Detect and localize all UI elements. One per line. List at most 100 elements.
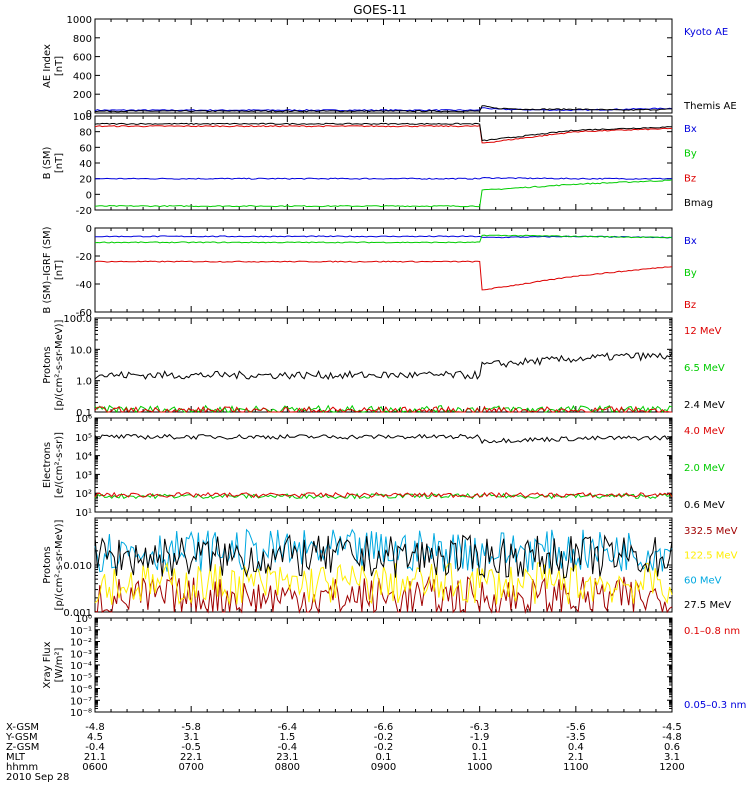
ephemeris-value: -6.6 [374, 722, 394, 733]
y-tick-label: 10⁶ [75, 414, 92, 425]
ephemeris-value: -0.4 [278, 742, 298, 753]
ephemeris-value: 0900 [371, 762, 396, 773]
series-line-bmag [94, 122, 673, 142]
panel-5: 10¹ 10² 10³ 10⁴ 10⁵ 10⁶ Electrons[e/(cm²-s-sr)… [42, 414, 725, 519]
ephemeris-value: 0600 [82, 762, 107, 773]
y-tick-label: -20 [76, 206, 92, 217]
ephemeris-value: 1.1 [472, 752, 488, 763]
y-tick-label: 10⁻⁶ [70, 685, 92, 696]
panel-frame [94, 18, 673, 114]
y-axis-label: B (SM)[nT] [42, 146, 65, 179]
series-line-27-5-mev [94, 576, 673, 614]
ephemeris-value: -4.8 [85, 722, 105, 733]
ephemeris-value: -4.8 [662, 732, 682, 743]
panel-3: -60 -40 -20 0 B (SM)–IGRF (SM)[nT] Bx By Bz [42, 224, 697, 319]
y-tick-label: 10.0 [70, 345, 92, 356]
series-line-bx [94, 176, 673, 180]
y-tick-label: 0.1 [76, 408, 92, 419]
y-tick-label: 10⁰ [75, 614, 92, 625]
y-tick-label: 100 [73, 112, 92, 123]
ephemeris-row-name: X-GSM [6, 722, 39, 733]
legend-label: Kyoto AE [684, 27, 728, 38]
legend-label: Bx [684, 236, 697, 247]
y-axis-label: Protons[p/(cm²-s-sr-MeV)] [42, 519, 65, 610]
y-axis-label: Xray Flux[W/m²] [42, 641, 65, 688]
legend-label: 2.4 MeV [684, 400, 725, 411]
y-tick-label: 10⁻¹ [70, 626, 92, 637]
legend-label: 0.1–0.8 nm [684, 626, 740, 637]
y-tick-label: 200 [73, 90, 92, 101]
legend-label: 332.5 MeV [684, 526, 738, 537]
legend-label: 4.0 MeV [684, 426, 725, 437]
y-tick-label: 10⁻² [70, 638, 92, 649]
ephemeris-value: 1200 [659, 762, 684, 773]
legend-label: By [684, 268, 697, 279]
panel-7: 10⁻⁸10⁻⁷10⁻⁶10⁻⁵10⁻⁴10⁻³10⁻²10⁻¹10⁰ Xray … [42, 614, 746, 719]
ephemeris-value: -3.5 [566, 732, 586, 743]
ephemeris-value: -0.5 [181, 742, 201, 753]
legend-label: 0.6 MeV [684, 500, 725, 511]
legend-label: Bz [684, 173, 696, 184]
y-tick-label: 0 [86, 224, 92, 235]
panel-4: 0.1 1.0 10.0 100.0Protons[p/(cm²-s-sr-MeV)]… [42, 314, 725, 419]
plot-title: GOES-11 [353, 3, 407, 17]
ephemeris-row-name: MLT [6, 752, 26, 763]
y-tick-label: 10² [75, 489, 92, 500]
ephemeris-value: 0800 [275, 762, 300, 773]
y-axis-label: B (SM)–IGRF (SM)[nT] [42, 226, 65, 313]
legend-label: 6.5 MeV [684, 363, 725, 374]
ephemeris-value: 1100 [563, 762, 588, 773]
ephemeris-row-name: Z-GSM [6, 742, 39, 753]
ephemeris-value: 3.1 [183, 732, 199, 743]
y-tick-label: -20 [76, 252, 92, 263]
panel-frame [94, 317, 673, 413]
ephemeris-value: 0.4 [568, 742, 584, 753]
y-tick-label: 10¹ [75, 508, 92, 519]
y-tick-label: 0 [86, 109, 92, 120]
ephemeris-value: 3.1 [664, 752, 680, 763]
series-line-bz [94, 124, 673, 144]
y-tick-label: 800 [73, 34, 92, 45]
ephemeris-value: 23.1 [276, 752, 298, 763]
ephemeris-value: -4.5 [662, 722, 682, 733]
y-tick-label: 60 [79, 143, 92, 154]
y-tick-label: -40 [76, 280, 92, 291]
legend-label: By [684, 149, 697, 160]
ephemeris-value: 0.1 [376, 752, 392, 763]
ephemeris-value: 22.1 [180, 752, 202, 763]
legend-label: Bmag [684, 198, 713, 209]
y-tick-label: -60 [76, 308, 92, 319]
panel-frame [94, 417, 673, 513]
y-axis-label: Protons[p/(cm²-s-sr-MeV)] [42, 319, 65, 410]
ephemeris-row-name: Y-GSM [5, 732, 38, 743]
ephemeris-value: 1000 [467, 762, 492, 773]
legend-label: 60 MeV [684, 575, 722, 586]
ephemeris-value: 0.1 [472, 742, 488, 753]
y-tick-label: 0.001 [63, 608, 92, 619]
series-line-bx [95, 235, 673, 239]
legend-label: Bx [684, 124, 697, 135]
y-tick-label: 10⁻⁷ [70, 696, 92, 707]
y-tick-label: 20 [79, 175, 92, 186]
series-line-332-5-mev [94, 534, 673, 579]
ephemeris-value: 0.6 [664, 742, 680, 753]
y-axis-label: AE Index[nT] [42, 44, 65, 88]
y-tick-label: 1.0 [76, 377, 92, 388]
y-tick-label: 10⁻³ [70, 649, 92, 660]
series-line-by [94, 234, 673, 244]
ephemeris-value: 1.5 [279, 732, 295, 743]
y-tick-label: 1000 [67, 15, 92, 26]
y-tick-label: 10⁻⁸ [70, 708, 92, 719]
panel-frame [94, 617, 673, 713]
ephemeris-value: -6.4 [278, 722, 298, 733]
series-line-themis-ae [94, 105, 672, 113]
ephemeris-value: 0700 [178, 762, 203, 773]
y-tick-label: 10⁴ [75, 452, 92, 463]
y-tick-label: 10⁵ [75, 433, 92, 444]
legend-label: 27.5 MeV [684, 600, 731, 611]
series-line-0-6-mev [94, 433, 673, 445]
y-tick-label: 40 [79, 159, 92, 170]
y-tick-label: 100.0 [63, 314, 92, 325]
panel-frame [94, 227, 673, 313]
